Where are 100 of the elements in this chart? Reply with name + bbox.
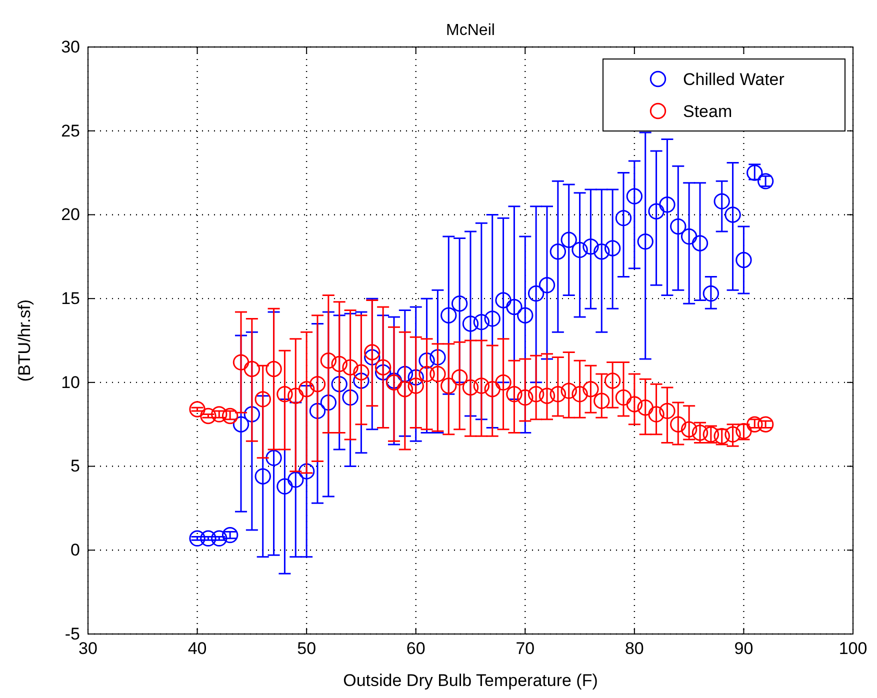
point — [396, 366, 414, 382]
x-tick-label: 60 — [406, 639, 426, 658]
point — [364, 349, 380, 366]
point — [648, 406, 664, 422]
point — [550, 244, 566, 260]
point — [353, 364, 370, 380]
point — [331, 376, 348, 392]
point — [232, 354, 250, 370]
point — [517, 307, 534, 324]
point — [320, 394, 337, 411]
point — [430, 349, 446, 366]
point — [309, 402, 326, 420]
y-tick-label: 0 — [70, 540, 80, 560]
point — [430, 366, 446, 382]
point — [266, 450, 282, 466]
point — [374, 364, 392, 380]
point — [342, 389, 358, 406]
point — [702, 285, 720, 302]
point — [680, 421, 698, 438]
point — [670, 416, 686, 432]
point — [626, 188, 643, 204]
point — [200, 530, 216, 546]
point — [538, 388, 556, 404]
point — [418, 366, 435, 382]
point — [659, 402, 676, 420]
point — [746, 416, 763, 432]
point — [659, 196, 676, 213]
point — [309, 376, 326, 392]
point — [320, 352, 337, 369]
y-tick-label: 5 — [70, 456, 80, 476]
y-tick-label: 30 — [61, 37, 80, 56]
point — [266, 360, 282, 378]
point — [637, 399, 654, 416]
point — [560, 232, 577, 248]
point — [594, 244, 610, 260]
point — [714, 193, 730, 210]
point — [560, 382, 577, 399]
point — [232, 416, 250, 432]
point — [342, 359, 358, 376]
point — [495, 292, 512, 308]
point — [408, 369, 424, 386]
point — [615, 210, 632, 226]
point — [189, 401, 206, 418]
point — [374, 359, 392, 376]
y-tick-label: 20 — [61, 205, 80, 224]
point — [670, 218, 686, 235]
point — [594, 392, 610, 409]
point — [528, 386, 544, 402]
y-tick-label: 10 — [61, 372, 80, 392]
point — [757, 416, 774, 432]
y-tick-label: 25 — [61, 121, 80, 140]
point — [254, 468, 271, 484]
point — [484, 310, 500, 327]
point — [298, 463, 315, 480]
point — [637, 233, 654, 250]
point — [222, 526, 238, 544]
point — [408, 378, 424, 394]
point — [692, 424, 708, 441]
point — [528, 285, 544, 302]
y-axis-title: (BTU/hr.sf) — [15, 299, 34, 382]
point — [692, 235, 708, 252]
x-tick-label: 80 — [624, 639, 644, 658]
point — [288, 388, 304, 404]
legend-label: Steam — [683, 102, 732, 121]
point — [517, 389, 534, 406]
y-tick-label: -5 — [64, 624, 80, 644]
y-tick-label: 15 — [61, 289, 80, 308]
legend-label: Chilled Water — [683, 70, 785, 89]
point — [440, 378, 457, 394]
point — [506, 386, 522, 402]
point — [244, 406, 260, 422]
point — [451, 369, 468, 386]
point — [244, 360, 260, 378]
point — [276, 386, 293, 402]
point — [440, 307, 457, 324]
x-tick-label: 90 — [734, 639, 754, 658]
x-tick-label: 50 — [297, 639, 316, 658]
point — [572, 386, 588, 402]
point — [724, 426, 741, 443]
point — [680, 228, 698, 245]
point — [615, 389, 632, 406]
point — [626, 396, 643, 412]
point — [462, 316, 479, 332]
point — [353, 372, 370, 389]
chart-title: McNeil — [446, 22, 495, 39]
point — [484, 381, 500, 398]
point — [538, 277, 556, 294]
point — [572, 242, 588, 258]
point — [506, 298, 522, 316]
point — [473, 378, 490, 394]
point — [648, 203, 664, 220]
point — [462, 379, 479, 396]
point — [396, 381, 414, 398]
point — [724, 206, 741, 223]
point — [736, 252, 752, 268]
point — [211, 530, 228, 546]
point — [495, 374, 512, 391]
point — [451, 296, 468, 312]
point — [473, 314, 490, 330]
point — [550, 386, 566, 402]
